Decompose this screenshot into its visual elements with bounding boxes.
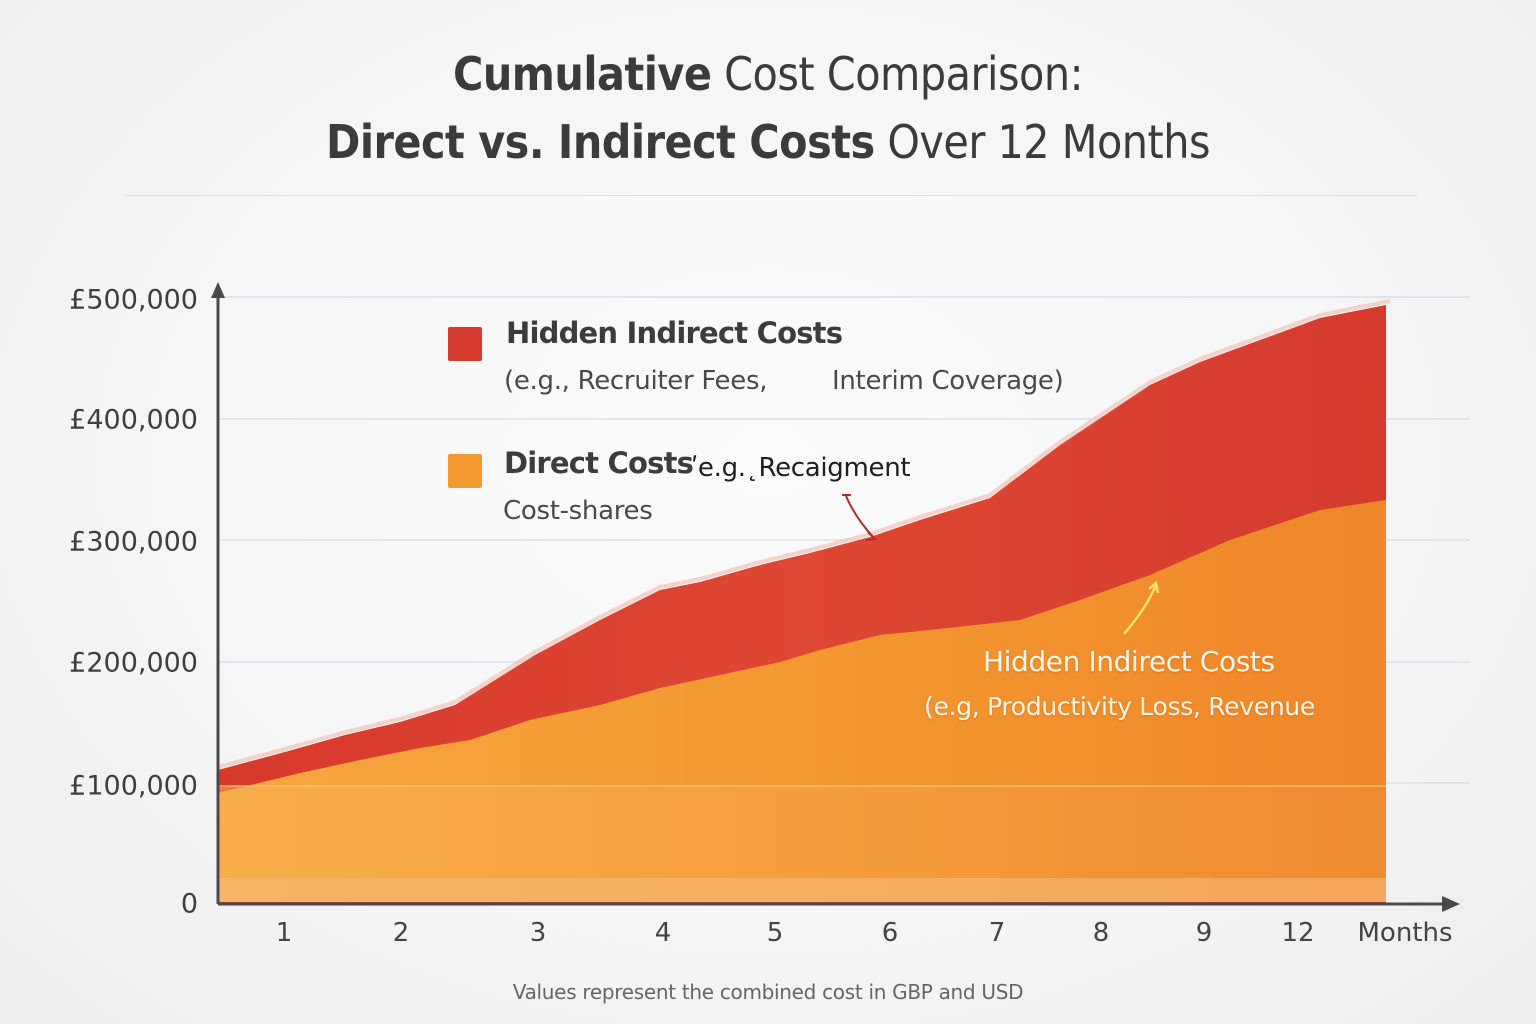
legend-label-indirect: Hidden Indirect Costs	[506, 316, 843, 350]
legend-swatch-indirect	[448, 327, 482, 361]
y-tick-label: £200,000	[69, 647, 198, 679]
annotation-indirect-sub: (e.g, Productivity Loss, Revenue	[924, 692, 1315, 721]
chart-title: Cumulative Cost Comparison: Direct vs. I…	[0, 40, 1536, 176]
arrow-red-annotation-icon	[845, 495, 875, 539]
x-tick-label: 4	[654, 918, 672, 948]
y-axis	[211, 282, 225, 904]
x-tick-label: 3	[529, 918, 547, 948]
x-tick-label: 9	[1195, 918, 1213, 948]
legend-note-direct: ʹe.g.˛Recaigment	[691, 453, 911, 483]
x-axis-label: Months	[1357, 918, 1453, 948]
x-tick-label: 6	[881, 918, 899, 948]
title-divider	[125, 195, 1417, 196]
legend-swatch-direct	[448, 454, 482, 488]
x-tick-label: 2	[392, 918, 410, 948]
legend-sub-indirect-2: Interim Coverage)	[832, 366, 1064, 396]
y-tick-label: £500,000	[69, 284, 198, 316]
chart-title-line-1: Cumulative Cost Comparison:	[452, 47, 1084, 101]
y-tick-label: £400,000	[69, 404, 198, 436]
y-axis-arrow-icon	[211, 282, 225, 298]
x-tick-label: 5	[766, 918, 784, 948]
x-tick-label: 7	[988, 918, 1006, 948]
legend-sub-indirect-1: (e.g., Recruiter Fees,	[504, 366, 768, 396]
y-tick-label: £100,000	[69, 770, 198, 802]
legend-sub-direct: Cost-shares	[503, 496, 653, 526]
x-tick-label: 12	[1281, 918, 1315, 948]
base-band-lower	[218, 878, 1386, 904]
y-tick-label: £300,000	[69, 526, 198, 558]
x-axis-arrow-icon	[1442, 896, 1460, 912]
x-tick-label: 8	[1092, 918, 1110, 948]
annotation-indirect-title: Hidden Indirect Costs	[983, 645, 1275, 678]
footnote: Values represent the combined cost in GB…	[512, 980, 1024, 1004]
legend-label-direct: Direct Costs	[504, 446, 694, 480]
arrow-yellow-annotation-icon	[1123, 584, 1158, 635]
chart-title-line-2: Direct vs. Indirect Costs Over 12 Months	[325, 115, 1211, 169]
area-top-edge-highlight	[217, 299, 1391, 769]
x-tick-label: 1	[275, 918, 293, 948]
x-axis	[218, 896, 1460, 912]
y-tick-label: 0	[180, 888, 198, 920]
